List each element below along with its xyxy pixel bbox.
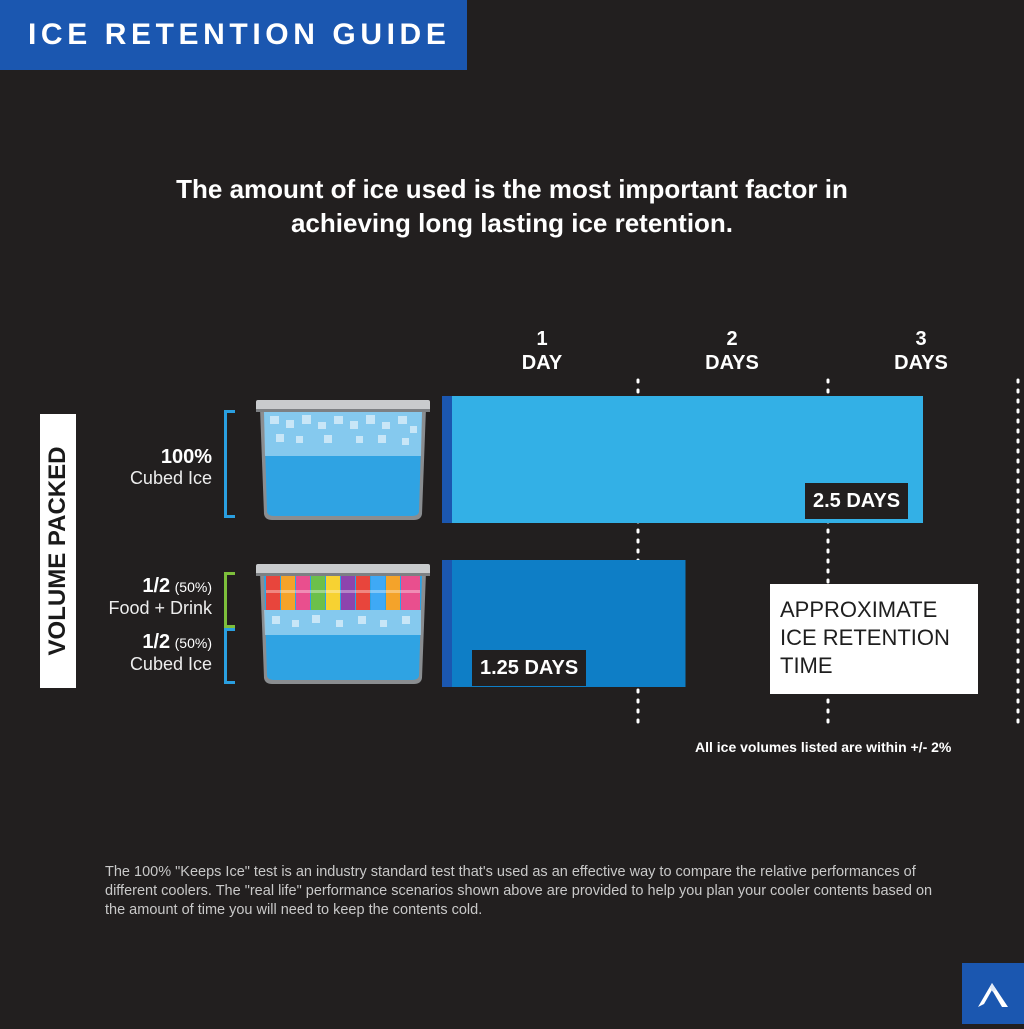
bar-value-label-half-ice: 1.25 DAYS bbox=[472, 650, 587, 686]
tick-1-number: 1 bbox=[536, 328, 548, 350]
cooler-half-ice-icon bbox=[256, 564, 430, 684]
headline-line-1: The amount of ice used is the most impor… bbox=[176, 174, 848, 204]
bracket-full-ice bbox=[224, 410, 235, 518]
bracket-food-drink bbox=[224, 572, 235, 628]
tick-label-day-3: 3 DAYS bbox=[881, 327, 961, 375]
bracket-half-ice bbox=[224, 628, 235, 684]
brand-logo bbox=[962, 963, 1024, 1024]
mountain-logo-icon bbox=[978, 983, 1008, 1007]
bar-value-label-full-ice: 2.5 DAYS bbox=[805, 483, 909, 519]
headline-line-2: achieving long lasting ice retention. bbox=[290, 208, 734, 238]
volume-tolerance-note: All ice volumes listed are within +/- 2% bbox=[695, 739, 952, 755]
row-label-full-ice: 100% Cubed Ice bbox=[130, 447, 212, 489]
row2-desc-a: Food + Drink bbox=[108, 598, 212, 618]
bar-accent-full-ice bbox=[442, 396, 452, 523]
tick-2-unit: DAYS bbox=[705, 352, 759, 374]
tick-1-unit: DAY bbox=[521, 352, 563, 374]
headline: The amount of ice used is the most impor… bbox=[0, 172, 1024, 240]
row2-fraction-b: 1/2 bbox=[142, 631, 171, 653]
row1-desc: Cubed Ice bbox=[129, 468, 212, 488]
tick-3-unit: DAYS bbox=[894, 352, 948, 374]
tick-label-day-2: 2 DAYS bbox=[692, 327, 772, 375]
tick-label-day-1: 1 DAY bbox=[502, 327, 582, 375]
row2-percent-b: (50%) bbox=[174, 635, 212, 651]
drink-cans-icon bbox=[266, 576, 420, 610]
volume-packed-tag: VOLUME PACKED bbox=[40, 414, 76, 688]
legend-line-2: ICE RETENTION bbox=[780, 625, 950, 650]
row-label-food-drink: 1/2 (50%) Food + Drink bbox=[108, 576, 212, 619]
row2-percent-a: (50%) bbox=[174, 579, 212, 595]
row1-percent: 100% bbox=[160, 446, 212, 468]
retention-time-legend-box: APPROXIMATE ICE RETENTION TIME bbox=[770, 584, 978, 694]
row-label-half-ice: 1/2 (50%) Cubed Ice bbox=[130, 632, 212, 675]
cooler-full-ice-icon bbox=[256, 400, 430, 520]
legend-line-3: TIME bbox=[780, 653, 833, 678]
bar-accent-half-ice bbox=[442, 560, 452, 687]
row2-desc-b: Cubed Ice bbox=[129, 654, 212, 674]
header-banner: ICE RETENTION GUIDE bbox=[0, 0, 467, 70]
legend-line-1: APPROXIMATE bbox=[780, 597, 938, 622]
page-title: ICE RETENTION GUIDE bbox=[28, 18, 451, 51]
row2-fraction-a: 1/2 bbox=[142, 575, 171, 597]
tick-2-number: 2 bbox=[726, 328, 738, 350]
tick-3-number: 3 bbox=[915, 328, 927, 350]
footer-disclaimer: The 100% "Keeps Ice" test is an industry… bbox=[105, 864, 933, 918]
